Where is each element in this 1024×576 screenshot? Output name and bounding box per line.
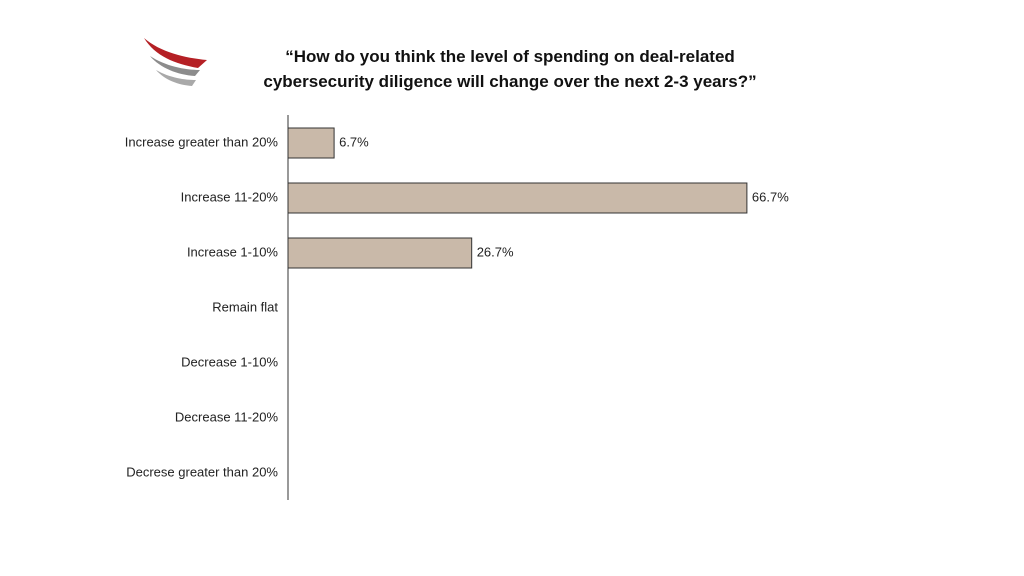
category-label: Increase greater than 20% bbox=[125, 134, 279, 149]
category-label: Decrease 1-10% bbox=[181, 354, 278, 369]
bar bbox=[287, 182, 748, 214]
value-label: 66.7% bbox=[752, 189, 789, 204]
category-label: Decrese greater than 20% bbox=[126, 464, 278, 479]
bar bbox=[287, 127, 335, 159]
value-label: 6.7% bbox=[339, 134, 369, 149]
category-label: Decrease 11-20% bbox=[175, 409, 279, 424]
bar bbox=[287, 237, 473, 269]
category-label: Increase 1-10% bbox=[187, 244, 278, 259]
category-label: Remain flat bbox=[212, 299, 278, 314]
chart-title: “How do you think the level of spending … bbox=[263, 47, 757, 91]
value-label: 26.7% bbox=[477, 244, 514, 259]
category-label: Increase 11-20% bbox=[181, 189, 279, 204]
logo bbox=[144, 38, 207, 86]
